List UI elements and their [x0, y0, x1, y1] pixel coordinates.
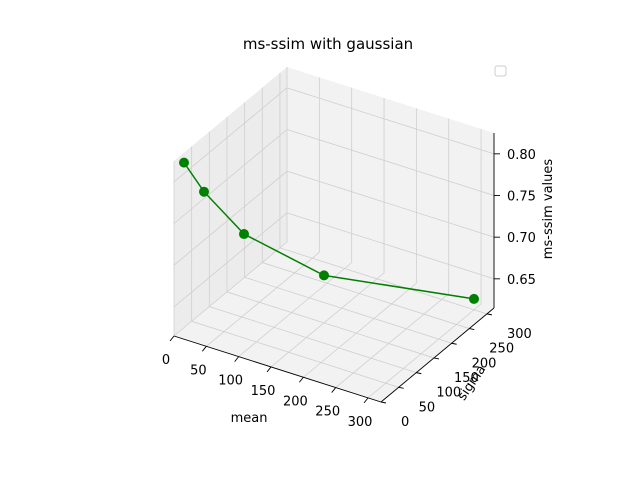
- grid-line-y-floor: [244, 276, 452, 344]
- data-point: [239, 229, 249, 240]
- y-tick-label: 150: [454, 371, 479, 386]
- y-tick-label: 100: [436, 386, 461, 401]
- grid-line-y-floor: [226, 291, 435, 359]
- z-tick-label: 0.80: [507, 148, 536, 163]
- y-tick-label: 0: [401, 415, 409, 430]
- x-tick-mark: [331, 387, 337, 393]
- x-tick-label: 150: [251, 384, 276, 399]
- y-tick-mark: [486, 313, 493, 316]
- x-tick-mark: [201, 346, 207, 352]
- y-tick-label: 200: [472, 356, 497, 371]
- pane-floor: [174, 242, 494, 402]
- y-tick-label: 50: [419, 400, 436, 415]
- y-tick-mark: [451, 342, 457, 345]
- grid-line-x-floor: [303, 282, 417, 378]
- grid-line-y-floor: [209, 306, 417, 374]
- x-tick-label: 200: [283, 394, 308, 409]
- grid-line-z-back: [286, 87, 495, 155]
- grid-line-y-floor: [191, 320, 399, 388]
- x-tick-label: 50: [190, 363, 207, 378]
- grid-line-y-floor: [262, 262, 470, 329]
- x-tick-label: 250: [315, 405, 340, 420]
- data-point: [319, 270, 329, 281]
- y-tick-mark: [398, 386, 404, 389]
- data-point: [469, 293, 479, 304]
- y-tick-mark: [416, 372, 422, 375]
- grid-line-x-floor: [367, 303, 482, 399]
- grid-line-z-back: [286, 212, 495, 280]
- grid-line-z-back: [286, 170, 495, 238]
- axes-panes: [174, 67, 494, 402]
- data-point: [199, 186, 209, 197]
- x-tick-label: 100: [218, 374, 243, 389]
- y-tick-mark: [433, 357, 440, 360]
- y-tick-label: 300: [507, 327, 532, 342]
- z-tick-label: 0.75: [507, 190, 536, 205]
- grid-line-x-floor: [270, 272, 385, 368]
- x-tick-label: 0: [162, 353, 170, 368]
- x-tick-mark: [363, 397, 369, 404]
- x-tick-mark: [169, 335, 175, 342]
- grid-lines: [173, 67, 495, 403]
- x-tick-mark: [299, 376, 304, 383]
- grid-line-x-floor: [238, 262, 352, 357]
- data-point: [179, 157, 189, 168]
- x-axis-line: [173, 335, 382, 403]
- x-tick-mark: [234, 356, 240, 362]
- grid-line-x-floor: [206, 252, 320, 347]
- grid-line-z-back: [286, 129, 495, 196]
- grid-line-z-left: [173, 129, 288, 224]
- pane-left: [174, 67, 287, 336]
- series-group: [179, 157, 479, 304]
- chart-title: ms-ssim with gaussian: [243, 35, 413, 53]
- grid-line-z-left: [173, 170, 288, 266]
- grid-line-y-floor: [279, 247, 488, 315]
- z-axis-label: ms-ssim values: [541, 159, 556, 260]
- z-tick-label: 0.65: [507, 273, 536, 288]
- y-axis-line: [380, 307, 495, 403]
- x-tick-mark: [266, 366, 272, 373]
- legend-box: [494, 65, 507, 77]
- x-axis-label: mean: [231, 411, 268, 426]
- grid-line-z-left: [173, 212, 288, 308]
- grid-line-x-floor: [173, 241, 288, 337]
- x-tick-label: 300: [348, 415, 373, 430]
- pane-back: [287, 67, 494, 308]
- y-tick-mark: [469, 328, 475, 331]
- y-tick-label: 250: [489, 342, 514, 357]
- z-tick-label: 0.70: [507, 231, 536, 246]
- grid-line-z-left: [173, 87, 288, 183]
- grid-line-x-floor: [335, 293, 449, 388]
- y-tick-mark: [380, 401, 387, 404]
